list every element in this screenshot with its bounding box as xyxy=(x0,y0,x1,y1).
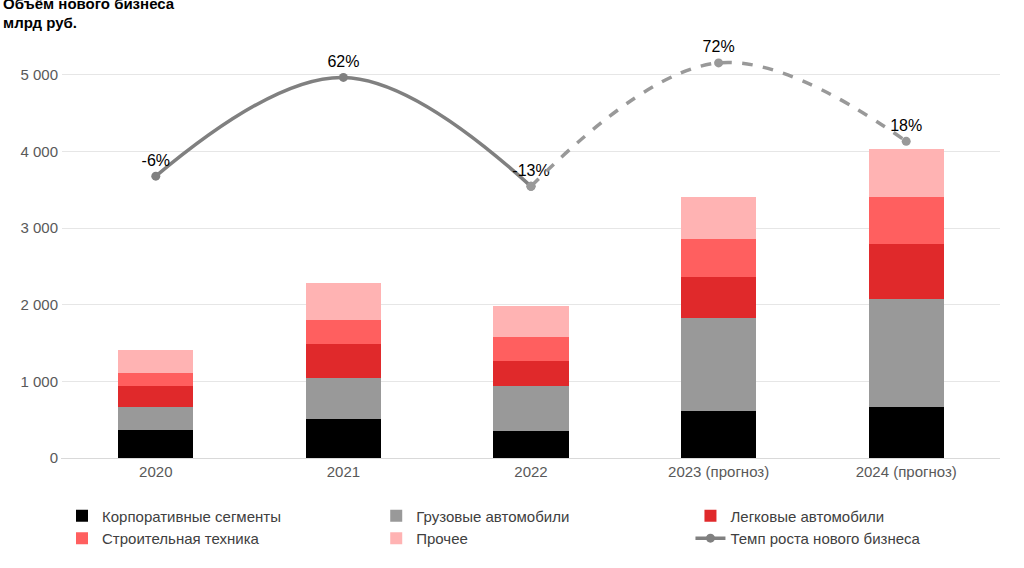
svg-text:2023 (прогноз): 2023 (прогноз) xyxy=(668,463,769,480)
svg-text:1 000: 1 000 xyxy=(20,373,58,390)
svg-text:Грузовые автомобили: Грузовые автомобили xyxy=(416,508,569,525)
svg-text:-6%: -6% xyxy=(142,152,170,169)
svg-text:2020: 2020 xyxy=(139,463,172,480)
svg-text:72%: 72% xyxy=(703,38,735,55)
svg-text:4 000: 4 000 xyxy=(20,143,58,160)
svg-text:2022: 2022 xyxy=(514,463,547,480)
svg-text:Объём нового бизнесамлрд руб.: Объём нового бизнесамлрд руб. xyxy=(3,0,175,31)
svg-text:Темп роста нового бизнеса: Темп роста нового бизнеса xyxy=(730,530,920,547)
svg-text:Легковые автомобили: Легковые автомобили xyxy=(730,508,884,525)
svg-text:62%: 62% xyxy=(327,53,359,70)
svg-text:5 000: 5 000 xyxy=(20,66,58,83)
svg-text:Строительная техника: Строительная техника xyxy=(102,530,260,547)
svg-text:2 000: 2 000 xyxy=(20,296,58,313)
svg-text:2021: 2021 xyxy=(327,463,360,480)
svg-text:Корпоративные сегменты: Корпоративные сегменты xyxy=(102,508,281,525)
svg-text:Прочее: Прочее xyxy=(416,530,468,547)
svg-text:3 000: 3 000 xyxy=(20,219,58,236)
svg-text:0: 0 xyxy=(50,449,58,466)
svg-text:-13%: -13% xyxy=(512,162,549,179)
svg-text:2024 (прогноз): 2024 (прогноз) xyxy=(856,463,957,480)
svg-text:18%: 18% xyxy=(890,117,922,134)
